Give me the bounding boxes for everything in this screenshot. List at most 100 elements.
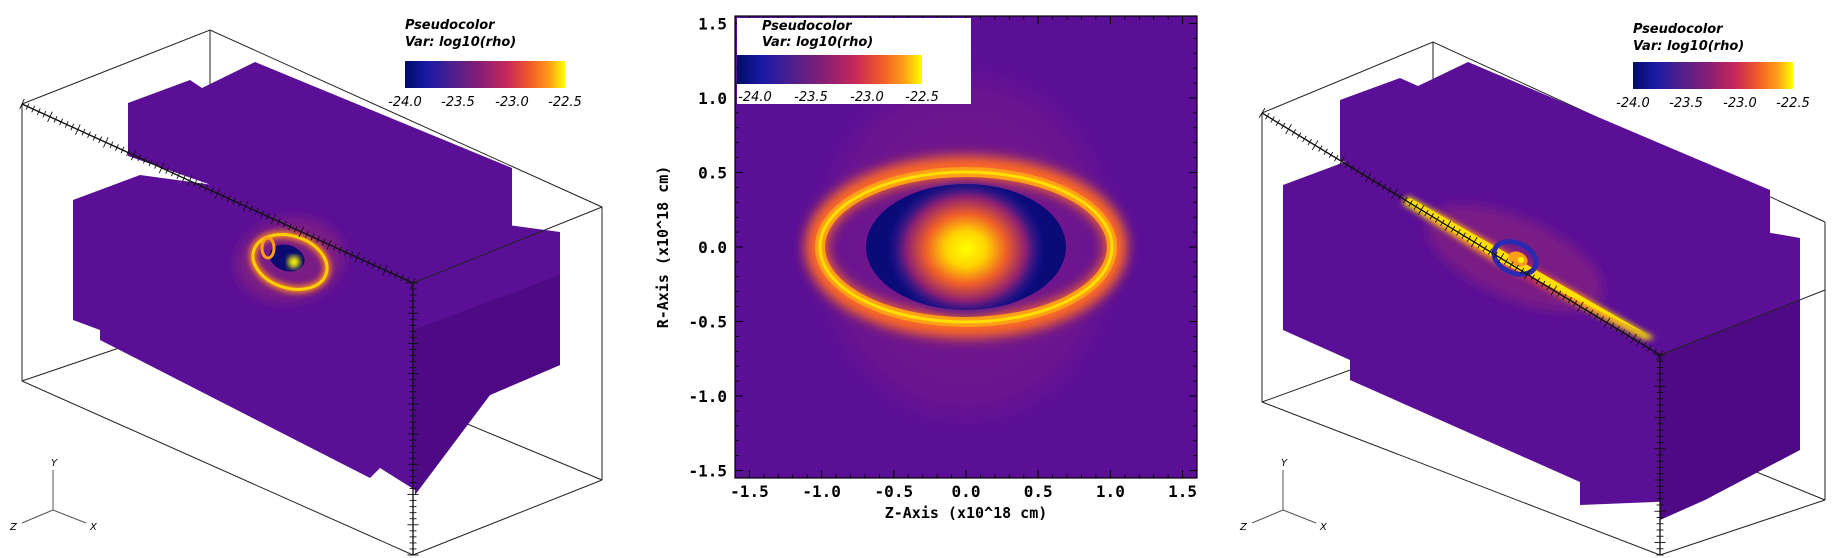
ruler-tick <box>1466 235 1472 243</box>
ruler-tick <box>1550 285 1558 296</box>
legend-colorbar <box>1633 62 1793 89</box>
ruler-tick <box>388 269 393 277</box>
x-tick-label: 0.0 <box>952 482 981 501</box>
legend-tick: -22.5 <box>548 95 582 110</box>
legend-tick: -23.5 <box>794 90 828 105</box>
ruler-tick <box>1450 225 1456 233</box>
ruler-tick <box>1546 284 1551 291</box>
ruler-tick <box>182 174 186 182</box>
ruler-tick <box>1524 269 1531 280</box>
ruler-tick <box>1541 280 1546 288</box>
legend-tick: -24.0 <box>738 90 772 105</box>
ruler-tick <box>92 133 97 141</box>
ruler-tick <box>1338 156 1345 167</box>
ruler-tick <box>120 146 125 154</box>
right-ruler-vertical <box>1654 354 1666 556</box>
ruler-tick <box>1456 229 1461 236</box>
ruler-tick <box>1334 154 1339 162</box>
legend-var: Var: log10(rho) <box>1633 39 1744 54</box>
ruler-tick <box>394 271 399 279</box>
ruler-tick <box>70 123 75 131</box>
ruler-tick <box>298 226 305 238</box>
ruler-tick <box>1311 140 1319 151</box>
ruler-tick <box>126 149 130 156</box>
ruler-tick <box>1307 138 1312 146</box>
ruler-tick <box>1350 164 1355 172</box>
ruler-tick <box>1417 204 1425 215</box>
legend-var: Var: log10(rho) <box>762 35 873 50</box>
ruler-tick <box>143 156 147 164</box>
ruler-tick <box>316 236 320 243</box>
ruler-tick <box>1477 242 1482 249</box>
ruler-tick <box>87 131 91 139</box>
ruler-tick <box>221 192 225 200</box>
ruler-tick <box>1530 274 1535 281</box>
ruler-tick <box>1444 220 1452 231</box>
ruler-tick <box>115 144 119 151</box>
ruler-tick <box>1652 348 1657 355</box>
ruler-tick <box>1641 342 1647 349</box>
triad-y-label: Y <box>1281 458 1288 469</box>
ruler-tick <box>1376 180 1381 188</box>
heatmap-shell-highlight <box>818 170 1114 324</box>
ruler-tick <box>42 110 47 118</box>
ruler-tick <box>1291 129 1297 136</box>
ruler-tick <box>19 98 25 110</box>
panel-center-2d: -1.5 -1.0 -0.5 0.0 0.5 1.0 1.5 -1.5 -1.0 -0.5 0.0… <box>654 14 1198 522</box>
ruler-tick <box>1371 177 1376 184</box>
ruler-tick <box>1535 277 1541 285</box>
ruler-tick <box>265 213 270 220</box>
ruler-tick <box>75 124 81 135</box>
ruler-tick <box>1344 161 1350 168</box>
x-tick-label: 0.5 <box>1024 482 1053 501</box>
ruler-tick <box>1424 209 1429 217</box>
legend-tick: -24.0 <box>1616 96 1650 111</box>
x-tick-label: 1.0 <box>1096 482 1125 501</box>
ruler-tick <box>1630 333 1637 344</box>
ruler-tick <box>59 118 63 126</box>
y-tick-label: 0.5 <box>698 163 727 182</box>
ruler-tick <box>332 243 337 251</box>
ruler-tick <box>170 169 175 177</box>
ruler-tick <box>354 252 360 263</box>
y-tick-label: -1.0 <box>688 387 727 406</box>
ruler-tick <box>1610 322 1615 330</box>
left-legend: Pseudocolor Var: log10(rho) -24.0 -23.5 … <box>388 18 582 110</box>
x-tick-label: 1.5 <box>1168 482 1197 501</box>
ruler-tick <box>1487 248 1493 255</box>
legend-tick: -23.5 <box>1669 96 1703 111</box>
triad-x-label: X <box>1319 522 1328 533</box>
right-density-feature <box>1402 196 1655 340</box>
ruler-tick <box>1567 296 1572 304</box>
left-front-face <box>413 275 560 495</box>
right-front-face <box>1660 300 1800 520</box>
y-tick-label: 0.0 <box>698 238 727 257</box>
ruler-tick <box>310 233 315 241</box>
ruler-tick <box>1636 338 1641 346</box>
panel-left-3d: Pseudocolor Var: log10(rho) -24.0 -23.5 … <box>9 18 603 556</box>
y-tick-label: 1.5 <box>698 14 727 33</box>
ruler-tick <box>377 264 382 272</box>
legend-tick: -23.0 <box>495 95 529 110</box>
axis-triad-left: Y X Z <box>9 458 98 533</box>
ruler-tick <box>260 210 265 218</box>
ruler-tick <box>338 246 343 254</box>
ruler-tick <box>165 167 170 174</box>
ruler-tick <box>1296 132 1302 139</box>
legend-title: Pseudocolor <box>1633 22 1724 37</box>
ruler-tick <box>372 261 376 269</box>
ruler-tick <box>293 225 298 233</box>
ruler-tick <box>1577 301 1584 312</box>
ruler-tick <box>1408 200 1413 207</box>
legend-tick: -24.0 <box>388 95 422 110</box>
ruler-tick <box>31 105 36 113</box>
ruler-tick <box>176 172 181 179</box>
left-ruler-diagonal <box>19 98 416 289</box>
ruler-tick <box>254 208 259 215</box>
x-tick-label: -1.0 <box>802 482 841 501</box>
y-tick-label: 1.0 <box>698 89 727 108</box>
ruler-tick <box>1275 119 1281 126</box>
ruler-tick <box>1503 258 1509 265</box>
ruler-tick <box>158 162 165 174</box>
